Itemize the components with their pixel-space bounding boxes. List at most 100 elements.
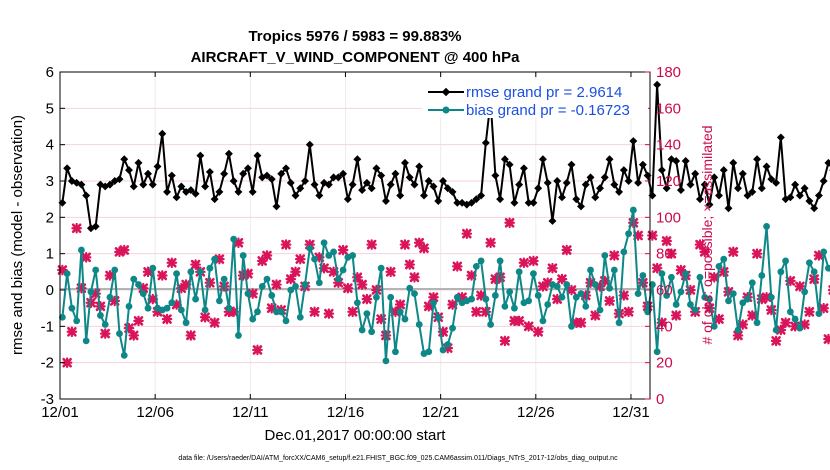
rmse-point — [353, 155, 362, 164]
obs-count-marker — [694, 239, 706, 250]
bias-point — [653, 348, 661, 356]
obs-count-marker — [713, 313, 725, 325]
rmse-point — [63, 164, 72, 173]
bias-point — [382, 357, 390, 365]
rmse-point — [448, 187, 457, 196]
bias-point — [825, 264, 830, 272]
bias-point — [225, 304, 233, 312]
rmse-point — [772, 178, 781, 187]
bias-point — [363, 310, 371, 318]
obs-count-marker — [609, 250, 620, 261]
rmse-point — [653, 80, 662, 89]
bias-point — [815, 310, 823, 318]
bias-point — [106, 293, 114, 301]
bias-point — [620, 248, 628, 256]
obs-count-marker — [499, 335, 511, 347]
bias-point — [530, 270, 537, 278]
rmse-point — [577, 202, 585, 211]
obs-count-marker — [356, 279, 368, 290]
bias-point — [239, 252, 247, 259]
bias-point — [320, 239, 328, 247]
y-right-tick-label: 180 — [656, 64, 681, 81]
rmse-point — [524, 198, 533, 207]
bias-point — [68, 304, 76, 312]
x-tick-label: 12/31 — [612, 404, 650, 421]
rmse-point — [253, 151, 262, 160]
bias-point — [353, 299, 361, 307]
bias-point — [820, 248, 828, 256]
rmse-point — [277, 169, 286, 178]
rmse-point — [624, 177, 633, 185]
axis-ticks: 12/01 12/06 12/11 12/16 12/21 12/26 12/31 -3 -2 -… — [41, 64, 681, 421]
rmse-point — [329, 173, 338, 182]
rmse-point — [410, 180, 419, 189]
bias-point — [668, 273, 675, 281]
bias-point — [710, 322, 718, 330]
obs-count-marker — [290, 266, 301, 278]
rmse-point — [243, 164, 252, 173]
bias-point — [125, 302, 133, 310]
bias-point — [625, 230, 632, 238]
bias-point — [568, 322, 575, 330]
bias-point — [306, 244, 314, 252]
bias-point — [544, 301, 552, 308]
rmse-point — [286, 178, 295, 187]
obs-count-marker — [271, 279, 282, 290]
rmse-point — [581, 180, 590, 189]
obs-count-marker — [751, 248, 763, 259]
obs-count-marker — [133, 315, 144, 327]
rmse-point — [634, 178, 643, 187]
bias-point — [744, 295, 751, 303]
rmse-point — [315, 191, 324, 200]
rmse-point — [558, 193, 566, 202]
y-right-tick-label: 80 — [656, 246, 673, 263]
rmse-point — [172, 193, 181, 202]
rmse-point — [729, 158, 738, 167]
rmse-point — [234, 187, 243, 196]
rmse-point — [144, 169, 152, 178]
rmse-point — [82, 191, 91, 200]
rmse-point — [134, 158, 143, 167]
bias-point — [449, 324, 456, 332]
obs-count-marker — [399, 239, 411, 250]
rmse-point — [362, 178, 371, 187]
rmse-point — [724, 204, 733, 213]
rmse-point — [377, 171, 386, 180]
obs-count-marker — [804, 306, 815, 318]
bias-point — [563, 281, 571, 288]
obs-count-marker — [461, 228, 473, 239]
rmse-point — [324, 180, 333, 189]
obs-count-marker — [670, 310, 682, 321]
bias-point — [415, 321, 423, 328]
footer-data-file: data file: /Users/raeder/DAI/ATM_forcXX/… — [178, 455, 618, 462]
rmse-point — [153, 162, 162, 171]
legend-box — [422, 80, 648, 118]
obs-count-marker — [342, 282, 354, 294]
bias-point — [729, 290, 737, 298]
obs-count-marker — [156, 270, 168, 281]
y-right-tick-label: 60 — [656, 282, 673, 299]
rmse-point — [125, 166, 133, 175]
rmse-point — [791, 180, 800, 189]
rmse-point — [738, 169, 747, 178]
chart-title-line1: Tropics 5976 / 5983 = 99.883% — [248, 28, 461, 45]
bias-point — [220, 275, 228, 283]
obs-count-marker — [118, 244, 130, 256]
obs-count-marker — [166, 257, 178, 269]
obs-count-marker — [504, 217, 515, 229]
rmse-point — [467, 198, 476, 207]
bias-point — [810, 268, 818, 276]
bias-point — [430, 299, 437, 307]
obs-count-marker — [770, 335, 782, 347]
rmse-point — [519, 164, 528, 173]
rmse-point — [434, 197, 443, 205]
obs-count-marker — [471, 306, 482, 318]
bias-point — [777, 268, 785, 276]
y-axis-label: rmse and bias (model - observation) — [9, 115, 26, 355]
bias-point — [349, 252, 357, 259]
legend-rmse-marker — [441, 87, 451, 97]
chart-title-line2: AIRCRAFT_V_WIND_COMPONENT @ 400 hPa — [191, 49, 521, 66]
bias-point — [682, 270, 690, 278]
obs-count-marker — [746, 310, 758, 321]
